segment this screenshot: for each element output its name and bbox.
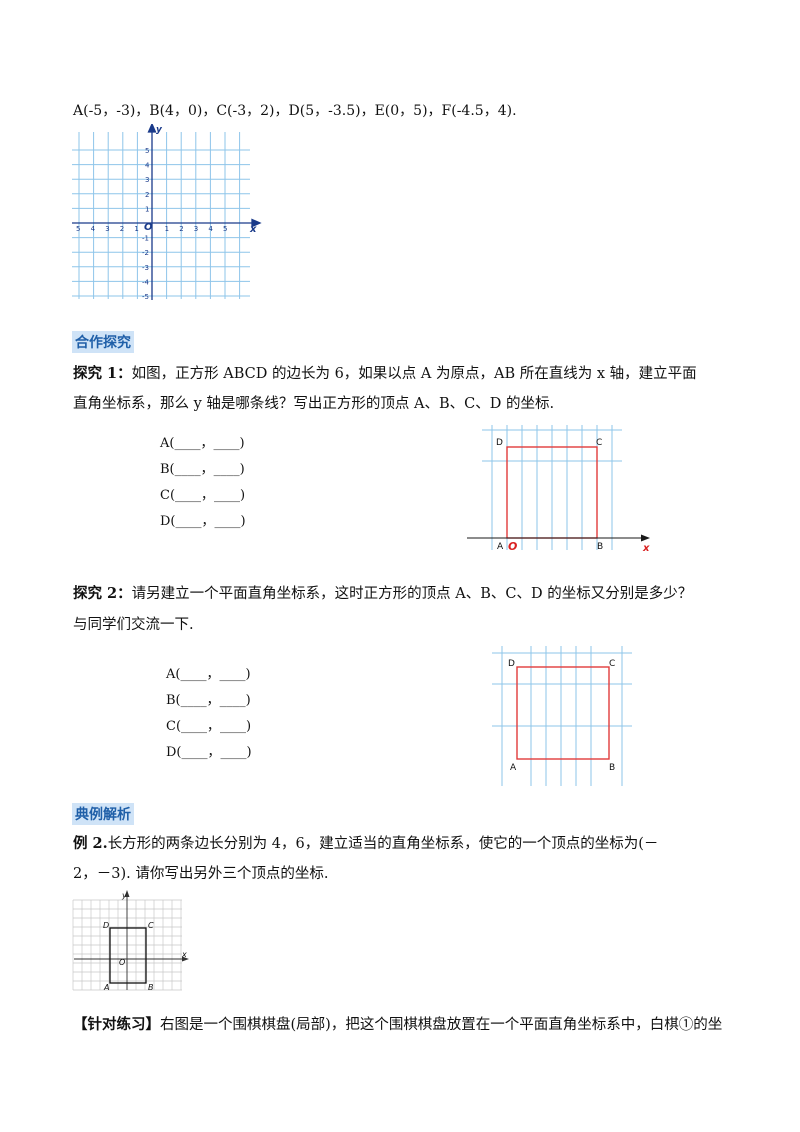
- grid1-x-tick-label: 1: [165, 225, 169, 233]
- explore1-blank-d[interactable]: D(____，____): [160, 514, 246, 529]
- explore1-paragraph-line1: 探究 1：如图，正方形 ABCD 的边长为 6，如果以点 A 为原点，AB 所在…: [73, 362, 697, 383]
- grid1-y-tick-label: -3: [142, 264, 149, 272]
- grid1-y-tick-label: 3: [145, 176, 149, 184]
- explore2-label: 探究 2：: [73, 585, 132, 602]
- fig2-label-d: D: [508, 659, 515, 669]
- grid1-y-label: y: [156, 125, 163, 135]
- grid1-y-tick-label: 1: [145, 205, 149, 213]
- grid1-origin-label: O: [144, 222, 153, 233]
- grid1-y-tick-label: 5: [145, 147, 149, 155]
- square-figure-1: D C A O B x: [467, 425, 650, 554]
- example2-text2: 2，－3). 请你写出另外三个顶点的坐标.: [73, 866, 329, 882]
- practice-label: 【针对练习】: [73, 1016, 160, 1033]
- fig3-label-a: A: [103, 983, 109, 992]
- grid1-y-tick-label: 4: [145, 162, 150, 170]
- explore1-label: 探究 1：: [73, 365, 132, 382]
- fig2-label-a: A: [510, 763, 517, 773]
- grid1-x-tick-label: 4: [208, 225, 213, 233]
- fig1-label-d: D: [496, 438, 503, 448]
- fig3-origin-label: O: [119, 958, 125, 967]
- fig1-origin-label: O: [508, 540, 517, 553]
- explore2-blank-d[interactable]: D(____，____): [166, 745, 252, 760]
- coordinate-grid-figure: 5 4 3 2 1 1 2 3 4 5 5 4 3 2 1 -1 -2 -3 -4 -5 O x y: [72, 124, 262, 301]
- grid1-x-tick-label: 2: [179, 225, 183, 233]
- grid1-y-tick-label: -1: [142, 235, 149, 243]
- explore1-blank-c[interactable]: C(____，____): [160, 488, 246, 503]
- grid1-x-tick-label: 5: [223, 225, 227, 233]
- grid1-x-label: x: [249, 224, 257, 235]
- explore2-blank-c[interactable]: C(____，____): [166, 719, 252, 734]
- explore1-text1: 如图，正方形 ABCD 的边长为 6，如果以点 A 为原点，AB 所在直线为 x…: [131, 366, 697, 382]
- section-heading-examples: 典例解析: [72, 803, 134, 825]
- fig1-label-a: A: [497, 542, 504, 552]
- example2-label: 例 2.: [73, 835, 108, 852]
- grid1-x-tick-label: 1: [134, 225, 138, 233]
- explore2-text1: 请另建立一个平面直角坐标系，这时正方形的顶点 A、B、C、D 的坐标又分别是多少…: [131, 586, 693, 602]
- fig2-label-c: C: [609, 659, 615, 669]
- grid1-y-tick-label: -4: [142, 278, 150, 286]
- fig2-label-b: B: [609, 763, 615, 773]
- fig3-label-b: B: [148, 983, 154, 992]
- explore2-text2: 与同学们交流一下.: [73, 617, 194, 633]
- explore2-blank-b[interactable]: B(____，____): [166, 693, 251, 708]
- grid1-x-tick-label: 3: [194, 225, 198, 233]
- explore1-text2: 直角坐标系，那么 y 轴是哪条线？写出正方形的顶点 A、B、C、D 的坐标.: [73, 396, 555, 412]
- rectangle-grid-figure: D C A B O x y: [72, 890, 189, 992]
- practice-text: 右图是一个围棋棋盘(局部)，把这个围棋棋盘放置在一个平面直角坐标系中，白棋①的坐: [160, 1017, 723, 1033]
- explore2-paragraph-line1: 探究 2：请另建立一个平面直角坐标系，这时正方形的顶点 A、B、C、D 的坐标又…: [73, 582, 692, 603]
- practice-paragraph: 【针对练习】右图是一个围棋棋盘(局部)，把这个围棋棋盘放置在一个平面直角坐标系中…: [73, 1013, 722, 1034]
- points-line: A(-5，-3)，B(4，0)，C(-3，2)，D(5，-3.5)，E(0，5)…: [73, 103, 517, 119]
- fig1-x-label: x: [642, 543, 650, 554]
- fig3-label-c: C: [148, 921, 154, 930]
- grid1-y-tick-label: 2: [145, 191, 149, 199]
- fig3-y-label: y: [121, 891, 127, 900]
- grid1-y-tick-label: -5: [142, 293, 149, 301]
- grid1-x-tick-label: 2: [120, 225, 124, 233]
- grid1-y-tick-label: -2: [142, 249, 149, 257]
- square-figure-2: D C A B: [492, 646, 632, 786]
- grid1-x-tick-label: 4: [91, 225, 96, 233]
- example2-text1: 长方形的两条边长分别为 4，6，建立适当的直角坐标系，使它的一个顶点的坐标为(－: [107, 836, 659, 852]
- fig1-label-c: C: [596, 438, 602, 448]
- fig3-x-label: x: [181, 950, 187, 959]
- grid1-x-tick-label: 5: [76, 225, 80, 233]
- section-heading-cooperative: 合作探究: [72, 331, 134, 353]
- grid1-x-tick-label: 3: [105, 225, 109, 233]
- fig3-label-d: D: [103, 921, 109, 930]
- explore2-blank-a[interactable]: A(____，____): [166, 667, 251, 682]
- example2-paragraph-line1: 例 2.长方形的两条边长分别为 4，6，建立适当的直角坐标系，使它的一个顶点的坐…: [73, 832, 658, 853]
- explore1-blank-a[interactable]: A(____，____): [160, 436, 245, 451]
- explore1-blank-b[interactable]: B(____，____): [160, 462, 245, 477]
- fig1-label-b: B: [597, 542, 603, 552]
